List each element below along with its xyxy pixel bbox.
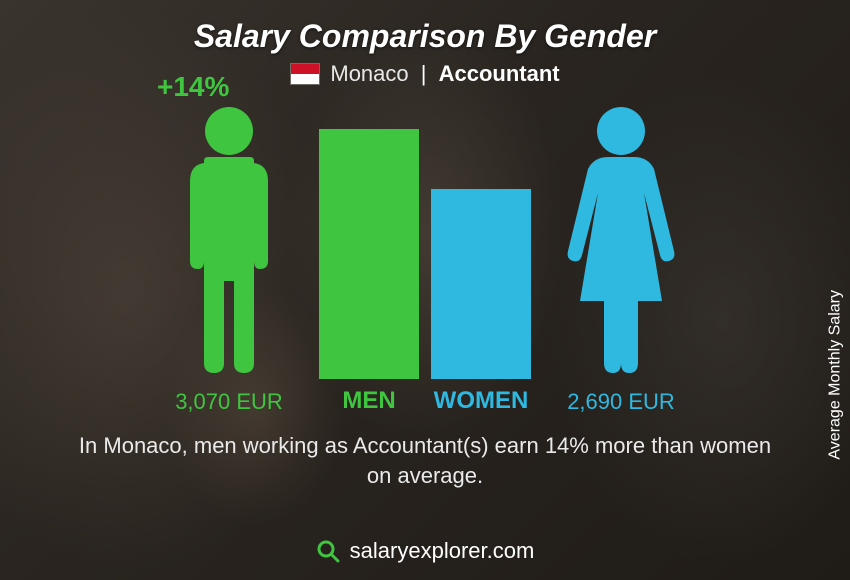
woman-icon <box>556 101 686 381</box>
percent-diff-badge: +14% <box>157 71 229 103</box>
brand-row: salaryexplorer.com <box>0 538 850 564</box>
subtitle-row: Monaco | Accountant <box>290 61 559 87</box>
men-salary-label: 3,070 EUR <box>175 389 283 415</box>
job-label: Accountant <box>439 61 560 86</box>
summary-text: In Monaco, men working as Accountant(s) … <box>65 431 785 490</box>
women-bar-label: WOMEN <box>434 387 529 415</box>
men-column: 3,070 EUR <box>139 101 319 415</box>
men-bar <box>319 129 419 379</box>
women-bar-wrap: WOMEN <box>431 189 531 415</box>
country-label: Monaco <box>330 61 408 86</box>
women-bar <box>431 189 531 379</box>
flag-icon <box>290 63 320 85</box>
man-icon <box>164 101 294 381</box>
women-column: 2,690 EUR <box>531 101 711 415</box>
page-title: Salary Comparison By Gender <box>194 18 656 55</box>
y-axis-label: Average Monthly Salary <box>827 290 845 460</box>
men-bar-wrap: MEN <box>319 129 419 415</box>
separator: | <box>421 61 427 86</box>
flag-bottom-stripe <box>291 74 319 84</box>
brand-search-icon <box>316 539 340 563</box>
men-bar-label: MEN <box>342 387 395 415</box>
subtitle: Monaco | Accountant <box>330 61 559 87</box>
women-salary-label: 2,690 EUR <box>567 389 675 415</box>
flag-top-stripe <box>291 64 319 74</box>
chart-area: +14% 3,070 EUR MEN WOMEN <box>139 101 711 415</box>
brand-text: salaryexplorer.com <box>350 538 535 564</box>
content-container: Salary Comparison By Gender Monaco | Acc… <box>0 0 850 580</box>
bars-column: MEN WOMEN <box>319 129 531 415</box>
